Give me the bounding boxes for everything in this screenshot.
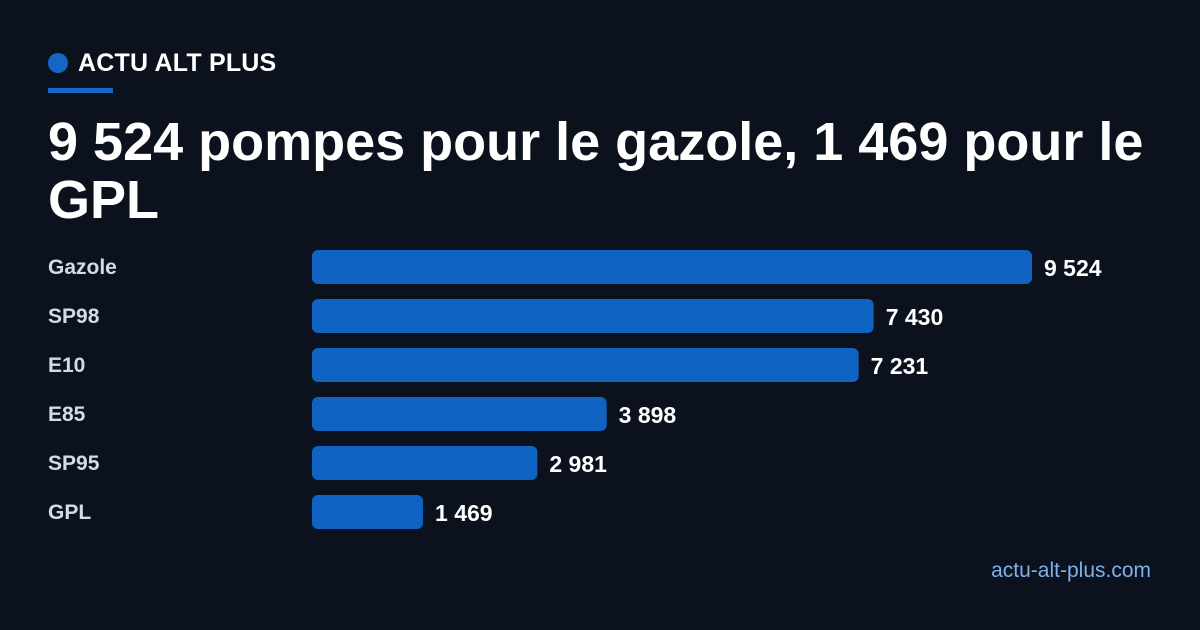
category-label-gpl: GPL	[48, 501, 91, 524]
value-label-e10: 7 231	[871, 353, 929, 379]
bar-sp95	[312, 446, 538, 480]
value-label-gpl: 1 469	[435, 500, 493, 526]
bar-gazole	[312, 250, 1032, 284]
bar-gpl	[312, 495, 424, 529]
bar-e85	[312, 397, 607, 431]
page-title: 9 524 pompes pour le gazole, 1 469 pour …	[48, 112, 1144, 230]
bar-e10	[312, 348, 859, 382]
value-label-sp98: 7 430	[886, 304, 944, 330]
brand: ACTU ALT PLUS	[48, 46, 276, 80]
bar-sp98	[312, 299, 874, 333]
category-label-sp98: SP98	[48, 305, 100, 328]
category-label-e85: E85	[48, 403, 86, 426]
brand-dot-icon	[48, 53, 68, 73]
brand-underline	[48, 88, 113, 93]
category-label-e10: E10	[48, 354, 85, 377]
category-label-sp95: SP95	[48, 452, 100, 475]
value-label-sp95: 2 981	[549, 451, 607, 477]
value-label-gazole: 9 524	[1044, 255, 1102, 281]
brand-name: ACTU ALT PLUS	[78, 49, 277, 77]
value-label-e85: 3 898	[619, 402, 677, 428]
site-link[interactable]: actu-alt-plus.com	[991, 559, 1151, 582]
category-label-gazole: Gazole	[48, 256, 117, 279]
